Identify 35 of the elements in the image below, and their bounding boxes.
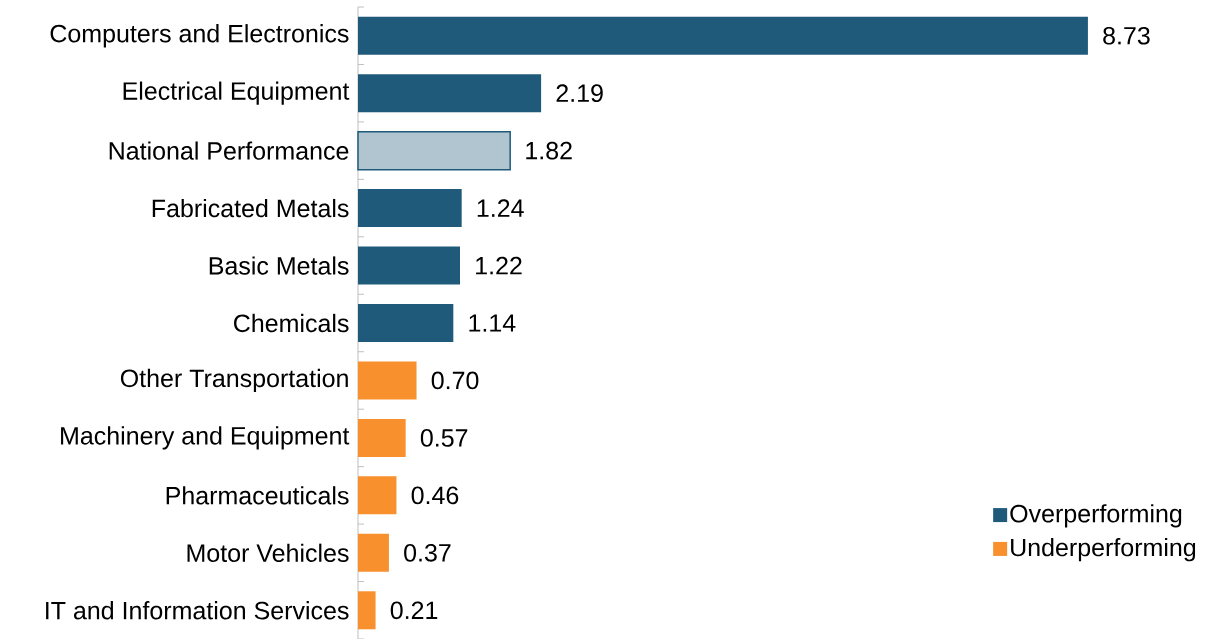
y-tick-label: Computers and Electronics [50,24,349,48]
y-tick-label: National Performance [109,141,349,160]
y-tick-label: Electrical Equipment [123,81,350,105]
data-label: 1.24 [477,199,524,217]
bar [358,533,389,572]
bar [358,591,376,630]
data-label: 0.57 [420,429,468,447]
data-label: 0.46 [411,486,459,505]
bar [358,246,460,285]
data-label: 1.82 [526,141,572,160]
bar [358,418,406,457]
bar [358,16,1088,55]
y-tick-label: Motor Vehicles [187,543,349,563]
data-label: 1.22 [476,256,522,275]
y-tick-label: Basic Metals [209,256,349,275]
y-tick-label: Chemicals [234,313,349,333]
bar [358,361,417,400]
y-tick-label: Pharmaceuticals [166,486,349,505]
bar [358,74,542,113]
y-tick-label: IT and Information Services [46,601,349,620]
legend-label: Overperforming [1010,504,1182,528]
data-label: 1.14 [469,314,516,332]
bar [358,189,462,228]
data-label: 2.19 [556,84,603,103]
y-tick-label: Fabricated Metals [152,198,349,218]
legend-label: Underperforming [1011,538,1196,562]
y-tick-label: Machinery and Equipment [61,426,350,450]
data-label: 0.37 [404,543,451,562]
data-label: 8.73 [1103,26,1150,45]
y-tick-label: Other Transportation [120,368,348,393]
bar [358,476,397,515]
data-label: 0.70 [431,371,479,390]
bar [358,304,454,342]
bar [357,130,511,171]
data-label: 0.21 [390,601,438,620]
